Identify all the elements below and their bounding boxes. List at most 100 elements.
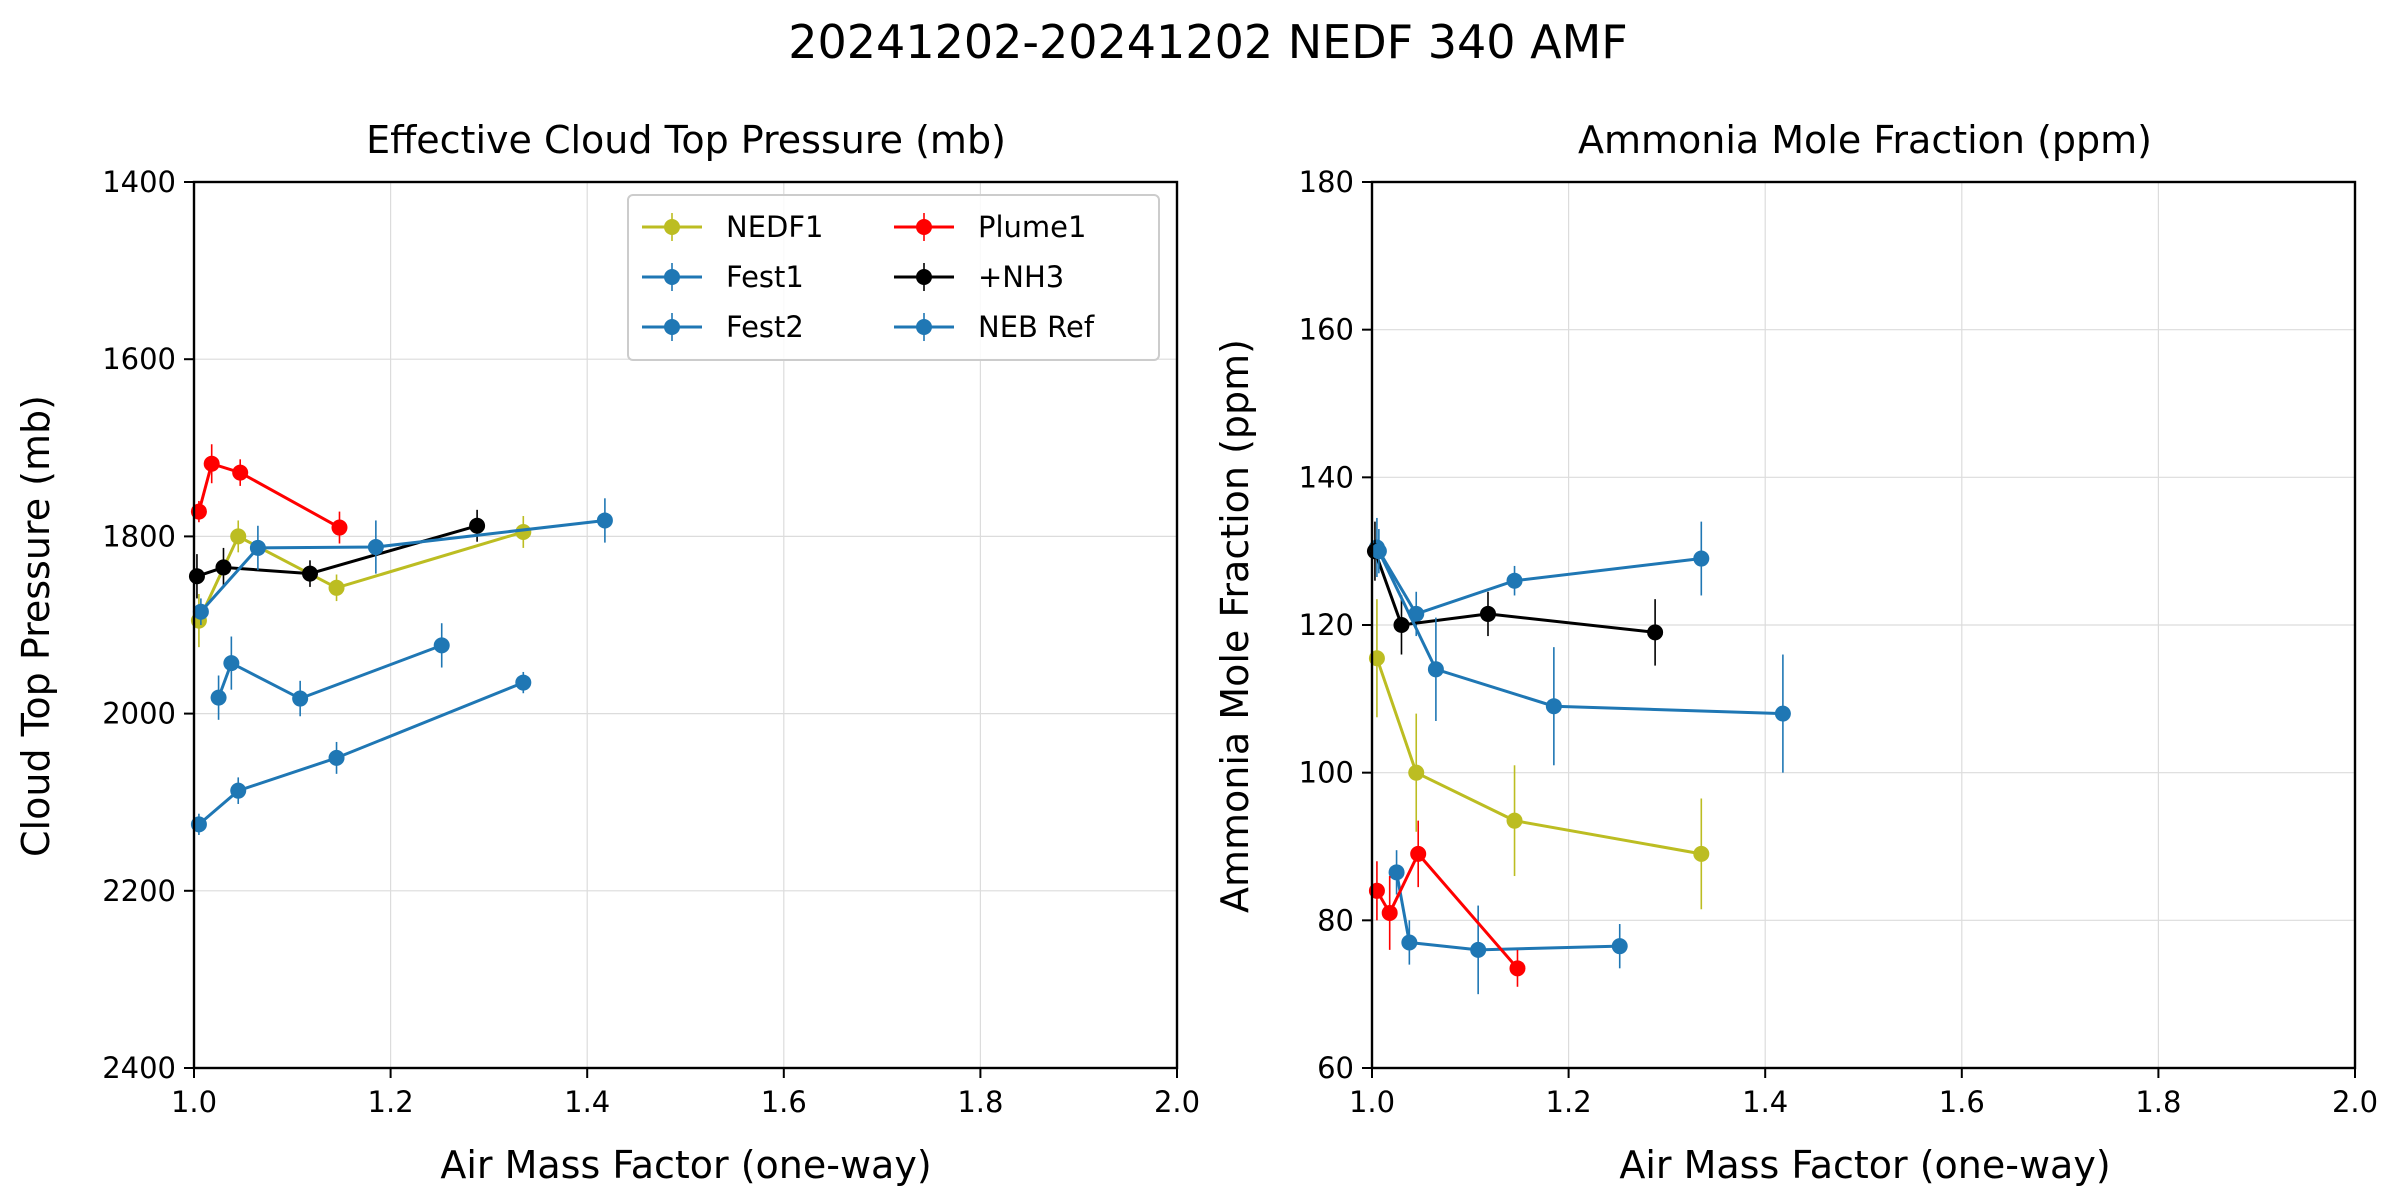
series-fest1	[1388, 850, 1628, 995]
data-point	[469, 517, 486, 534]
pressure-series-layer	[188, 444, 613, 835]
data-point	[1506, 572, 1523, 589]
series-line-fest1	[217, 643, 443, 701]
ammonia-y-ticks: 60 80 100 120 140 160 180	[1299, 165, 1372, 1085]
panel-title-ammonia: Ammonia Mole Fraction (ppm)	[1578, 118, 2152, 162]
data-point	[203, 455, 220, 472]
figure-title: 20241202-20241202 NEDF 340 AMF	[788, 15, 1628, 69]
y-tick-label: 120	[1299, 608, 1354, 642]
data-point	[1393, 617, 1410, 633]
series-nh3	[188, 509, 486, 599]
legend-box	[627, 194, 1160, 361]
series-line-neb-ref	[199, 518, 606, 613]
data-point	[232, 464, 249, 481]
data-point	[1427, 661, 1444, 678]
data-point	[367, 539, 384, 556]
data-point	[1370, 543, 1387, 560]
data-point	[230, 782, 247, 799]
data-point	[188, 568, 205, 585]
legend-label-fest2: Fest2	[726, 310, 804, 344]
series-fest1	[210, 623, 450, 720]
x-tick-label: 1.4	[1742, 1085, 1788, 1119]
x-tick-label: 1.6	[761, 1085, 807, 1119]
data-point	[1408, 764, 1425, 781]
x-tick-label: 1.4	[564, 1085, 610, 1119]
series-plume1	[1368, 820, 1526, 987]
legend-swatch-marker	[916, 269, 932, 285]
legend-label-nedf1: NEDF1	[726, 210, 823, 244]
data-point	[249, 539, 266, 556]
y-tick-label: 140	[1299, 460, 1354, 494]
panel-title-pressure: Effective Cloud Top Pressure (mb)	[366, 118, 1006, 162]
series-line-nh3	[1373, 550, 1656, 634]
y-tick-label: 2000	[102, 697, 176, 731]
y-tick-label: 1400	[102, 165, 176, 199]
pressure-plot-frame	[192, 180, 1179, 1070]
series-line-fest1	[1395, 872, 1620, 952]
data-point	[215, 559, 232, 576]
legend-swatch-marker	[664, 219, 680, 235]
legend-label-fest1: Fest1	[726, 260, 804, 294]
y-tick-label: 60	[1317, 1051, 1354, 1085]
series-line-nedf1	[1375, 657, 1702, 856]
data-point	[515, 674, 532, 691]
pressure-x-axis-label: Air Mass Factor (one-way)	[440, 1143, 931, 1187]
data-point	[1647, 624, 1664, 641]
data-point	[1545, 698, 1562, 715]
x-tick-label: 1.0	[171, 1085, 217, 1119]
data-point	[1693, 550, 1710, 567]
series-line-nedf1	[197, 530, 524, 622]
legend-swatch-marker	[664, 319, 680, 335]
legend-label-plume1: Plume1	[978, 210, 1086, 244]
data-point	[301, 565, 318, 582]
data-point	[328, 749, 345, 766]
ammonia-series-layer	[1366, 517, 1791, 995]
series-line-plume1	[1375, 851, 1519, 970]
cloud-top-pressure-panel: Effective Cloud Top Pressure (mb) 1.0 1.2…	[14, 118, 1200, 1187]
data-point	[1410, 845, 1427, 862]
legend-swatch-marker	[916, 219, 932, 235]
data-point	[210, 689, 227, 706]
data-point	[331, 519, 348, 536]
y-tick-label: 180	[1299, 165, 1354, 199]
ammonia-x-ticks: 1.0 1.2 1.4 1.6 1.8 2.0	[1349, 1068, 2378, 1119]
data-point	[292, 690, 309, 707]
data-point	[1509, 960, 1526, 977]
data-point	[433, 637, 450, 654]
legend-label-neb-ref: NEB Ref	[978, 310, 1095, 344]
data-point	[1693, 845, 1710, 862]
series-line-neb-ref	[1377, 550, 1783, 716]
y-tick-label: 100	[1299, 756, 1354, 790]
legend-swatch-marker	[916, 319, 932, 335]
pressure-y-axis-label: Cloud Top Pressure (mb)	[14, 395, 58, 857]
x-tick-label: 1.2	[1546, 1085, 1592, 1119]
data-point	[1774, 705, 1791, 722]
x-tick-label: 1.0	[1349, 1085, 1395, 1119]
x-tick-label: 1.8	[957, 1085, 1003, 1119]
series-line-fest2	[197, 681, 524, 826]
y-tick-label: 1600	[102, 342, 176, 376]
series-line-plume1	[197, 461, 341, 529]
x-tick-label: 1.2	[368, 1085, 414, 1119]
x-tick-label: 1.6	[1939, 1085, 1985, 1119]
data-point	[223, 655, 240, 672]
legend: NEDF1 Fest1 Fest2 Plume1 +NH3 NEB Ref	[627, 194, 1160, 361]
ammonia-x-axis-label: Air Mass Factor (one-way)	[1619, 1143, 2110, 1187]
y-tick-label: 2200	[102, 874, 176, 908]
data-point	[1479, 605, 1496, 622]
series-fest2	[190, 671, 532, 835]
y-tick-label: 80	[1317, 903, 1354, 937]
data-point	[1401, 934, 1418, 951]
pressure-x-ticks: 1.0 1.2 1.4 1.6 1.8 2.0	[171, 1068, 1200, 1119]
ammonia-y-axis-label: Ammonia Mole Fraction (ppm)	[1213, 339, 1257, 913]
legend-label-nh3: +NH3	[978, 260, 1064, 294]
data-point	[230, 528, 247, 545]
legend-swatch-marker	[664, 269, 680, 285]
data-point	[1470, 941, 1487, 958]
data-point	[1381, 904, 1398, 921]
ammonia-grid	[1371, 181, 2356, 1069]
x-tick-label: 2.0	[2332, 1085, 2378, 1119]
series-plume1	[190, 444, 348, 544]
series-neb-ref	[1370, 529, 1791, 773]
